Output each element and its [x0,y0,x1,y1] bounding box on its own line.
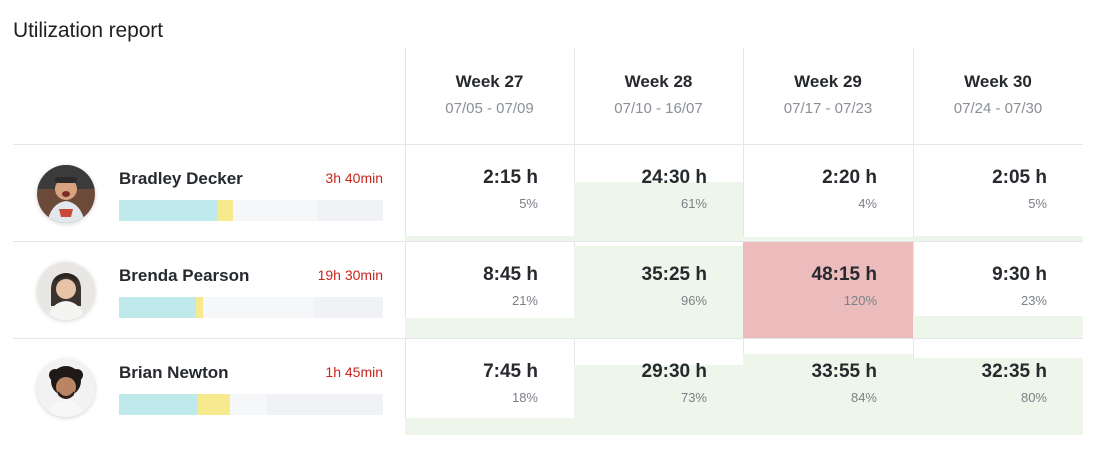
utilization-cell[interactable]: 2:05 h 5% [913,145,1083,241]
week-header-29: Week 29 07/17 - 07/23 [743,48,913,144]
week-name: Week 29 [794,72,862,91]
cell-percent: 18% [511,390,538,405]
cell-percent: 84% [850,390,877,405]
week-dates: 07/24 - 07/30 [953,100,1043,117]
utilization-fill [743,354,913,435]
cell-hours: 9:30 h [992,264,1047,285]
row-divider [13,338,1083,339]
bar-primary-segment [119,297,196,318]
bar-secondary-segment [216,200,233,221]
week-name: Week 27 [455,72,524,91]
utilization-fill [574,364,743,435]
utilization-fill [574,182,743,241]
utilization-fill [405,317,574,338]
person-row-brian-newton[interactable]: Brian Newton 1h 45min [13,339,1083,435]
utilization-cell[interactable]: 35:25 h 96% [574,242,743,338]
utilization-progress-bar [119,394,383,415]
utilization-fill [913,358,1083,435]
cell-hours: 48:15 h [811,264,877,285]
week-name: Week 28 [624,72,693,91]
person-avatar-icon [37,262,95,320]
person-hours: 19h 30min [317,267,383,283]
person-avatar-icon [37,165,95,223]
cell-percent: 80% [1020,390,1047,405]
utilization-fill [405,236,574,241]
utilization-progress-bar [119,297,383,318]
bar-light-segment [203,297,315,318]
utilization-cell[interactable]: 32:35 h 80% [913,339,1083,435]
cell-percent: 23% [1020,293,1047,308]
bar-secondary-segment [198,394,230,415]
utilization-cell[interactable]: 9:30 h 23% [913,242,1083,338]
cell-percent: 96% [680,293,707,308]
utilization-cell[interactable]: 29:30 h 73% [574,339,743,435]
utilization-fill [913,236,1083,241]
utilization-progress-bar [119,200,383,221]
week-header-27: Week 27 07/05 - 07/09 [405,48,574,144]
avatar[interactable] [37,359,95,417]
person-row-brenda-pearson[interactable]: Brenda Pearson 19h 30min [13,242,1083,338]
week-dates: 07/05 - 07/09 [445,100,534,117]
bar-secondary-segment [195,297,204,318]
cell-hours: 32:35 h [981,361,1047,382]
cell-hours: 7:45 h [483,361,538,382]
utilization-cell[interactable]: 2:20 h 4% [743,145,913,241]
cell-hours: 2:20 h [822,167,877,188]
cell-hours: 24:30 h [641,167,707,188]
cell-hours: 29:30 h [641,361,707,382]
cell-percent: 5% [519,196,538,211]
week-dates: 07/10 - 16/07 [614,100,703,117]
person-name: Brenda Pearson [119,266,250,285]
utilization-cell[interactable]: 33:55 h 84% [743,339,913,435]
person-row-bradley-decker[interactable]: Bradley Decker 3h 40min [13,145,1083,241]
avatar[interactable] [37,165,95,223]
row-divider [13,144,1083,145]
cell-hours: 33:55 h [811,361,877,382]
utilization-cell[interactable]: 2:15 h 5% [405,145,574,241]
person-avatar-icon [37,359,95,417]
utilization-cell[interactable]: 8:45 h 21% [405,242,574,338]
week-name: Week 30 [964,72,1032,91]
utilization-cell[interactable]: 24:30 h 61% [574,145,743,241]
cell-percent: 5% [1028,196,1047,211]
cell-hours: 35:25 h [641,264,707,285]
utilization-cell-overbooked[interactable]: 48:15 h 120% [743,242,913,338]
cell-percent: 120% [843,293,877,308]
cell-percent: 73% [680,390,707,405]
cell-percent: 4% [858,196,877,211]
person-name: Bradley Decker [119,169,243,188]
person-hours: 1h 45min [325,364,383,380]
row-divider [13,241,1083,242]
cell-hours: 2:15 h [483,167,538,188]
week-header-28: Week 28 07/10 - 16/07 [574,48,743,144]
cell-hours: 2:05 h [992,167,1047,188]
utilization-fill [743,237,913,241]
page-title: Utilization report [13,19,163,42]
person-name: Brian Newton [119,363,229,382]
cell-percent: 61% [680,196,707,211]
utilization-cell[interactable]: 7:45 h 18% [405,339,574,435]
cell-hours: 8:45 h [483,264,538,285]
week-header-30: Week 30 07/24 - 07/30 [913,48,1083,144]
week-dates: 07/17 - 07/23 [783,100,873,117]
bar-primary-segment [119,200,217,221]
utilization-fill [574,245,743,338]
cell-percent: 21% [511,293,538,308]
bar-light-segment [229,394,267,415]
person-hours: 3h 40min [325,170,383,186]
bar-light-segment [232,200,317,221]
avatar[interactable] [37,262,95,320]
utilization-fill [743,242,913,338]
utilization-fill [913,315,1083,338]
bar-primary-segment [119,394,199,415]
utilization-fill [405,417,574,435]
